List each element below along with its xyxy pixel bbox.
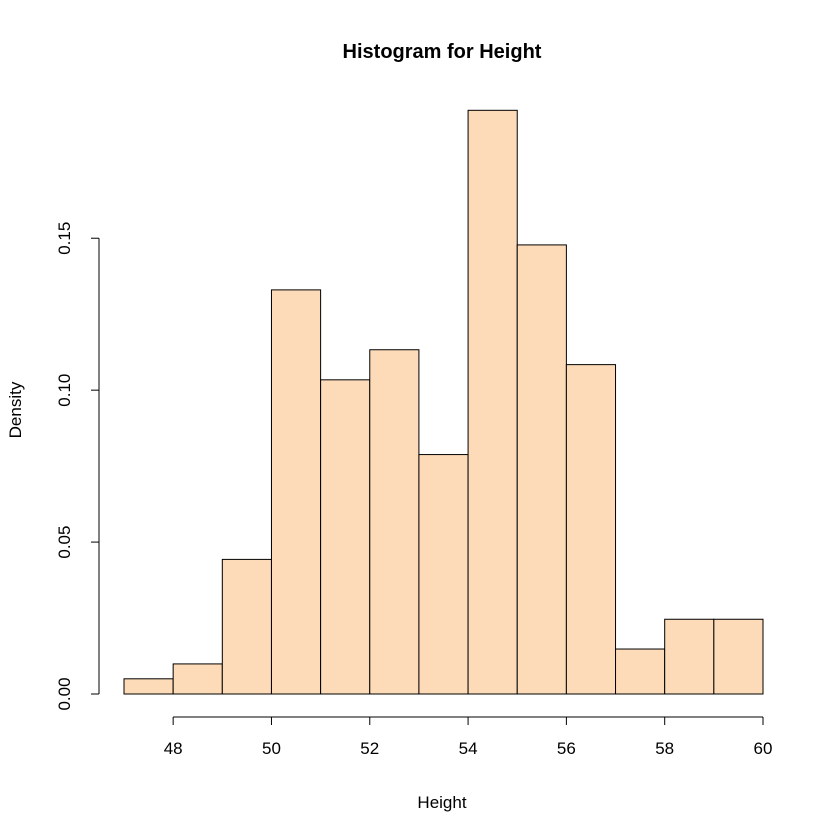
histogram-bar xyxy=(615,648,666,695)
histogram-bar xyxy=(664,618,715,695)
x-tick-label: 56 xyxy=(557,739,576,758)
x-axis: 48 50 52 54 56 58 60 xyxy=(164,716,773,758)
x-tick-label: 60 xyxy=(754,739,773,758)
y-tick-label: 0.10 xyxy=(55,374,74,407)
y-axis-label: Density xyxy=(6,381,25,438)
histogram-bar xyxy=(172,663,223,695)
x-tick-label: 58 xyxy=(655,739,674,758)
histogram-bar xyxy=(467,109,518,695)
histogram-bar xyxy=(418,454,469,695)
histogram-bar xyxy=(221,558,272,695)
y-axis: 0.00 0.05 0.10 0.15 xyxy=(55,222,100,711)
histogram-bar xyxy=(713,618,764,695)
x-tick-label: 54 xyxy=(459,739,478,758)
histogram-bar xyxy=(516,244,567,695)
x-axis-label: Height xyxy=(417,793,466,812)
x-tick-label: 52 xyxy=(360,739,379,758)
bars-group xyxy=(123,109,764,695)
y-tick-label: 0.00 xyxy=(55,677,74,710)
y-tick-label: 0.15 xyxy=(55,222,74,255)
x-tick-label: 48 xyxy=(164,739,183,758)
histogram-bar xyxy=(565,364,617,695)
y-tick-label: 0.05 xyxy=(55,526,74,559)
histogram-bar xyxy=(270,289,322,695)
chart-title: Histogram for Height xyxy=(343,41,542,63)
x-tick-label: 50 xyxy=(262,739,281,758)
histogram-bar xyxy=(320,379,371,695)
histogram-bar xyxy=(123,678,174,695)
histogram-bar xyxy=(369,349,420,695)
